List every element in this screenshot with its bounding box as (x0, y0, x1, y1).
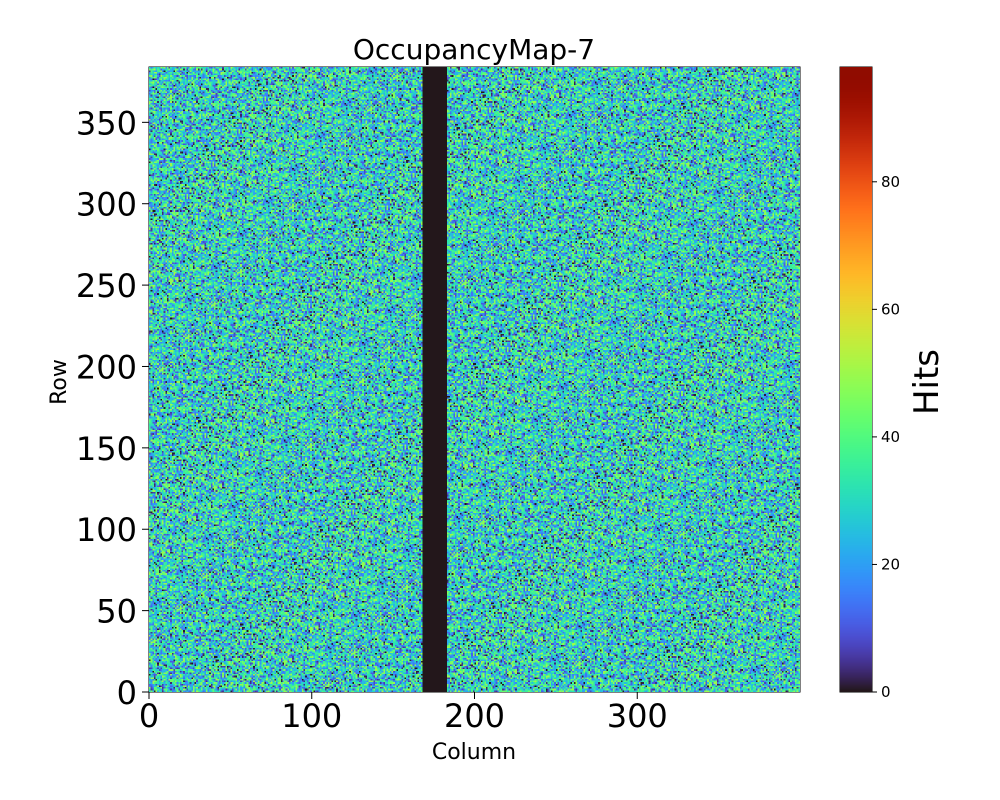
x-tick-label: 0 (139, 697, 159, 735)
colorbar-tick-label: 20 (881, 555, 900, 573)
x-tick-label: 200 (444, 697, 505, 735)
y-axis-ticks: 0 50 100 150 200 250 300 350 (76, 104, 149, 712)
colorbar-tick-label: 0 (881, 683, 891, 701)
colorbar-gradient (840, 67, 872, 692)
y-tick-label: 50 (96, 593, 137, 631)
y-tick-label: 250 (76, 267, 137, 305)
chart-title: OccupancyMap-7 (353, 33, 595, 66)
y-axis-label: Row (47, 359, 72, 405)
colorbar-ticks: 0 20 40 60 80 (872, 173, 900, 701)
x-axis-label: Column (432, 740, 516, 765)
colorbar-tick-label: 60 (881, 300, 900, 318)
y-tick-label: 200 (76, 348, 137, 386)
colorbar-tick-label: 80 (881, 173, 900, 191)
y-tick-label: 300 (76, 186, 137, 224)
colorbar-tick-label: 40 (881, 428, 900, 446)
y-tick-label: 0 (117, 674, 137, 712)
colorbar-label: Hits (907, 349, 947, 415)
x-tick-label: 300 (607, 697, 668, 735)
y-tick-label: 100 (76, 511, 137, 549)
y-tick-label: 350 (76, 104, 137, 142)
x-axis-ticks: 0 100 200 300 (139, 692, 668, 735)
x-tick-label: 100 (281, 697, 342, 735)
y-tick-label: 150 (76, 430, 137, 468)
heatmap-image (149, 67, 800, 692)
